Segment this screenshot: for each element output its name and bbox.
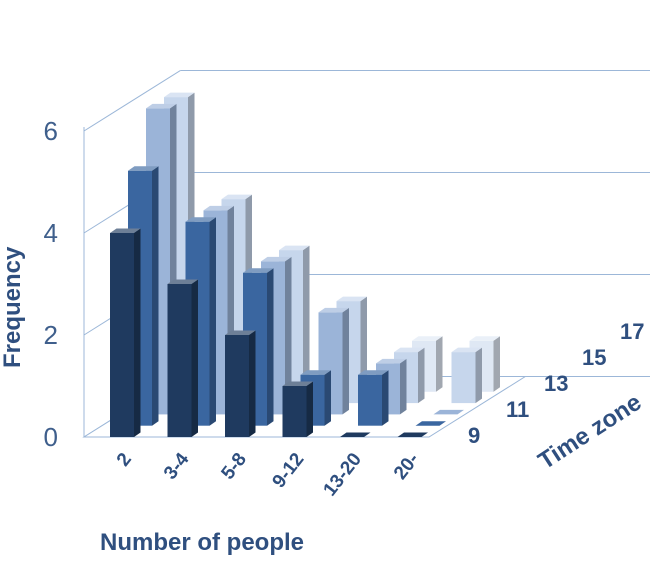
bar-side — [475, 347, 482, 404]
bar-side — [303, 245, 310, 404]
bar-top — [336, 296, 367, 302]
bar-top — [358, 370, 389, 375]
bar-top — [243, 268, 274, 273]
bar-top — [261, 256, 292, 262]
bar-top — [412, 336, 443, 341]
z-tick-label: 15 — [582, 345, 606, 370]
bar-top — [376, 358, 407, 364]
x-tick-label: 5-8 — [217, 449, 250, 484]
z-tick-label: 11 — [506, 397, 529, 422]
bar-front — [225, 335, 249, 437]
y-tick-label: 2 — [44, 320, 58, 350]
bar-side — [209, 217, 216, 426]
bar-top — [146, 103, 177, 109]
bar-side — [285, 256, 292, 415]
bar-top — [167, 279, 198, 284]
bar-top — [282, 381, 313, 386]
bar-side — [267, 268, 274, 426]
y-tick-label: 6 — [44, 116, 58, 146]
bar-side — [382, 370, 389, 426]
bar-top — [279, 245, 310, 251]
bar-top — [394, 347, 425, 353]
bar — [225, 330, 256, 437]
z-tick-label: 17 — [620, 319, 644, 344]
bar-side — [134, 228, 141, 437]
z-axis-title: Time zone — [534, 389, 647, 475]
bar-side — [324, 370, 331, 426]
bars — [110, 92, 500, 437]
gridline-side — [83, 70, 181, 132]
bar-side — [152, 166, 159, 426]
z-axis-ticks: 9 11 13 15 17 — [468, 319, 644, 448]
bar — [110, 228, 141, 437]
bar-top — [203, 205, 234, 211]
y-axis-ticks: 0 2 4 6 — [44, 116, 58, 452]
bar-zero — [397, 432, 428, 437]
bar-front — [110, 233, 134, 437]
bar-top — [110, 228, 141, 233]
bar-side — [418, 347, 425, 404]
x-tick-label: 9-12 — [268, 449, 308, 492]
bar-top — [318, 307, 349, 313]
y-axis-title: Frequency — [0, 246, 26, 368]
bar-side — [493, 336, 500, 392]
bar-front — [282, 386, 307, 437]
bar-side — [436, 336, 443, 392]
x-tick-label: 20- — [390, 449, 423, 484]
bar — [451, 347, 482, 404]
bar-side — [306, 381, 313, 437]
bar-top — [128, 166, 159, 171]
y-tick-label: 0 — [44, 422, 58, 452]
bar-top — [300, 370, 331, 375]
bar-top — [221, 194, 252, 200]
bar-zero — [340, 432, 371, 437]
x-axis-ticks: 2 3-4 5-8 9-12 13-20 20- — [113, 449, 424, 501]
bar-front — [451, 352, 476, 404]
bar-side — [191, 279, 198, 437]
bar — [167, 279, 198, 437]
bar-front — [358, 374, 382, 426]
bar-zero — [415, 421, 446, 426]
bar-top — [469, 336, 500, 341]
bar-top — [185, 217, 216, 222]
x-axis-title: Number of people — [100, 529, 304, 556]
z-tick-label: 13 — [544, 371, 568, 396]
bar-top — [451, 347, 482, 353]
bar-side — [400, 358, 407, 415]
bar-top — [164, 92, 195, 98]
bar-front — [167, 284, 192, 437]
bar-top — [225, 330, 256, 335]
x-tick-label: 2 — [113, 449, 136, 470]
bar — [358, 370, 389, 426]
bar-side — [249, 330, 256, 437]
y-tick-label: 4 — [44, 218, 58, 248]
bar-side — [342, 307, 349, 415]
x-tick-label: 13-20 — [319, 449, 365, 500]
z-tick-label: 9 — [468, 423, 480, 448]
x-tick-label: 3-4 — [160, 449, 194, 484]
bar-zero — [433, 409, 464, 415]
bar — [282, 381, 313, 437]
